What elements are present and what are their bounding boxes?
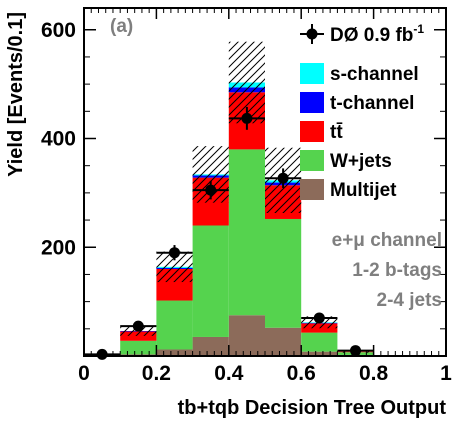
data-point-5: [277, 172, 289, 184]
x-tick-label-4: 0.8: [359, 362, 389, 385]
bar-wjets-bin-3: [192, 225, 229, 337]
axis-ticks: 0 0.2 0.4 0.6 0.8 1 200 400 600: [41, 8, 452, 385]
legend-swatch-2: [300, 121, 324, 142]
bar-wjets-bin-1: [120, 340, 157, 355]
y-tick-label-0: 200: [41, 236, 76, 259]
annotation-0: e+μ channel: [332, 230, 442, 251]
y-axis-title: Yield [Events/0.1]: [5, 12, 27, 177]
legend-label-3: W+jets: [330, 151, 392, 172]
legend-swatch-3: [300, 150, 324, 171]
bar-wjets-bin-5: [265, 218, 302, 328]
annotation-1: 1-2 b-tags: [352, 260, 442, 281]
data-point-3: [205, 184, 217, 196]
legend-data-label-main: DØ 0.9 fb: [330, 25, 413, 46]
bar-wjets-bin-2: [156, 300, 193, 350]
data-points: [84, 106, 374, 360]
legend-data-label-superscript: -1: [413, 22, 424, 36]
bar-tt-bin-1: [120, 331, 157, 341]
x-tick-label-5: 1: [440, 362, 452, 385]
bar-multijet-bin-4: [228, 315, 265, 356]
legend-swatch-1: [300, 92, 324, 113]
x-tick-label-2: 0.4: [214, 362, 244, 385]
legend: DØ 0.9 fb-1 s-channel t-channel tt̄ W+jets Mu…: [300, 22, 424, 201]
legend-data-marker: [306, 28, 318, 40]
bar-multijet-bin-5: [265, 327, 302, 356]
x-tick-label-3: 0.6: [287, 362, 316, 385]
data-point-2: [169, 247, 180, 259]
bar-multijet-bin-2: [156, 349, 193, 356]
data-point-6: [313, 312, 325, 324]
bar-multijet-bin-6: [301, 351, 338, 356]
bar-wjets-bin-6: [301, 332, 338, 352]
bar-wjets-bin-4: [228, 149, 265, 316]
legend-swatch-0: [300, 63, 324, 84]
data-point-0: [96, 348, 108, 360]
legend-label-0: s-channel: [330, 64, 419, 85]
data-point-1: [132, 320, 144, 332]
legend-label-2: tt̄: [330, 122, 343, 143]
legend-label-1: t-channel: [330, 93, 414, 114]
data-point-4: [241, 112, 253, 124]
x-tick-label-0: 0: [78, 362, 90, 385]
legend-data-label: DØ 0.9 fb-1: [330, 22, 424, 46]
bar-multijet-bin-3: [192, 336, 229, 356]
data-point-7: [350, 345, 361, 357]
annotation-2: 2-4 jets: [377, 290, 442, 311]
panel-label: (a): [110, 16, 133, 37]
x-tick-label-1: 0.2: [142, 362, 171, 385]
x-axis-title: tb+tqb Decision Tree Output: [178, 397, 447, 419]
y-tick-label-1: 400: [41, 128, 76, 151]
uncertainty-band: [84, 41, 374, 356]
selection-annotations: e+μ channel 1-2 b-tags 2-4 jets: [332, 230, 442, 311]
legend-swatch-4: [300, 179, 324, 200]
y-tick-label-2: 600: [41, 19, 76, 42]
legend-label-4: Multijet: [330, 180, 397, 201]
